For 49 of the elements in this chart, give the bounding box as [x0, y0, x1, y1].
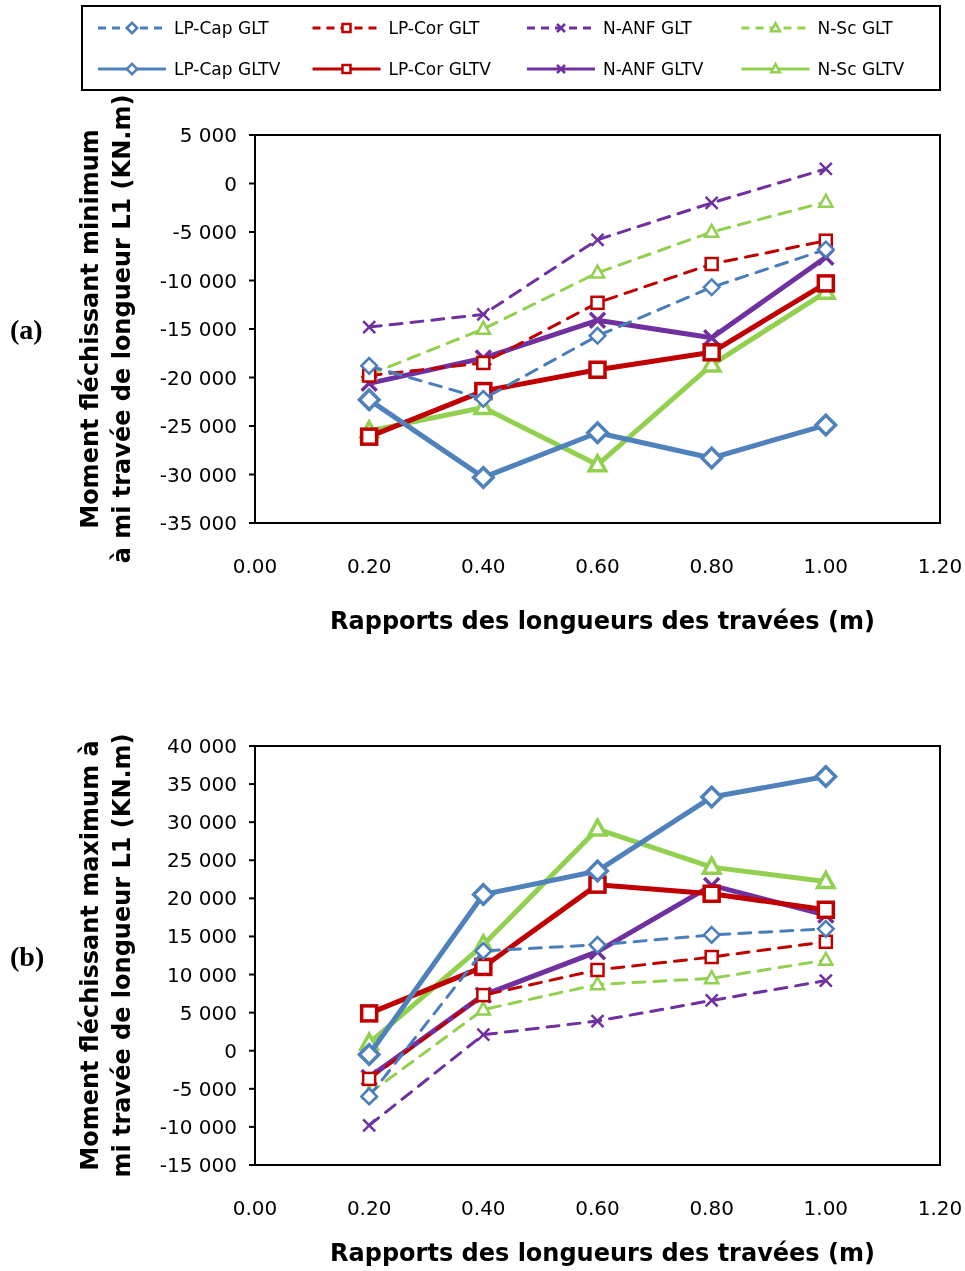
legend-label: LP-Cor GLT	[388, 18, 480, 38]
y-tick-label: -15 000	[159, 1153, 237, 1177]
x-tick-label: 0.00	[232, 554, 278, 578]
y-axis-title: Moment fléchissant minimum à mi travée de longueur L1 (KN.m)	[76, 94, 136, 564]
legend-label: N-Sc GLT	[817, 18, 894, 38]
y-tick-label: -5 000	[172, 220, 237, 244]
y-tick-label: -5 000	[172, 1076, 237, 1101]
y-tick-label: 30 000	[167, 810, 237, 835]
text: (b)	[10, 940, 45, 972]
y-tick-label: -25 000	[159, 414, 237, 438]
legend-label: N-ANF GLTV	[603, 59, 704, 79]
x-tick-label: 1.00	[803, 554, 849, 578]
y-tick-label: 15 000	[167, 924, 237, 949]
x-tick-label: 0.40	[461, 1196, 506, 1220]
y-tick-label: 0	[224, 1038, 237, 1063]
y-tick-label: 20 000	[167, 886, 237, 911]
x-tick-label: 0.00	[232, 1196, 278, 1220]
y-axis-title: Moment fléchissant maximum à mi travée de longueur L1 (KN.m)	[76, 733, 136, 1178]
x-tick-label: 0.60	[575, 554, 620, 578]
y-tick-label: 5 000	[179, 123, 237, 147]
legend-label: LP-Cap GLT	[174, 18, 270, 38]
legend-label: N-Sc GLTV	[817, 59, 905, 79]
x-tick-label: 0.80	[689, 554, 734, 578]
x-tick-label: 0.60	[575, 1196, 620, 1220]
x-tick-label: 0.40	[461, 554, 506, 578]
y-tick-label: -30 000	[159, 462, 237, 487]
x-tick-label: 1.00	[803, 1196, 849, 1220]
x-axis-title: Rapports des longueurs des travées (m)	[330, 1239, 875, 1267]
y-tick-label: 40 000	[167, 734, 237, 758]
y-tick-label: 0	[224, 171, 237, 196]
x-axis-title: Rapports des longueurs des travées (m)	[330, 607, 875, 635]
x-tick-label: 1.20	[917, 1196, 963, 1220]
x-tick-label: 0.20	[346, 554, 392, 578]
x-tick-label: 1.20	[917, 554, 963, 578]
y-tick-label: -15 000	[159, 317, 237, 341]
legend-label: LP-Cap GLTV	[174, 59, 281, 79]
legend-label: LP-Cor GLTV	[388, 59, 492, 79]
legend-label: N-ANF GLT	[603, 18, 693, 38]
y-tick-label: 35 000	[167, 772, 237, 797]
y-tick-label: -10 000	[159, 1114, 237, 1139]
y-tick-label: -20 000	[159, 365, 237, 390]
x-tick-label: 0.80	[689, 1196, 734, 1220]
y-tick-label: 25 000	[167, 848, 237, 873]
x-tick-label: 0.20	[346, 1196, 392, 1220]
y-tick-label: 10 000	[167, 962, 237, 987]
y-tick-label: -10 000	[159, 268, 237, 293]
text: (a)	[10, 314, 43, 345]
y-tick-label: 5 000	[179, 1000, 237, 1025]
y-tick-label: -35 000	[159, 511, 237, 535]
